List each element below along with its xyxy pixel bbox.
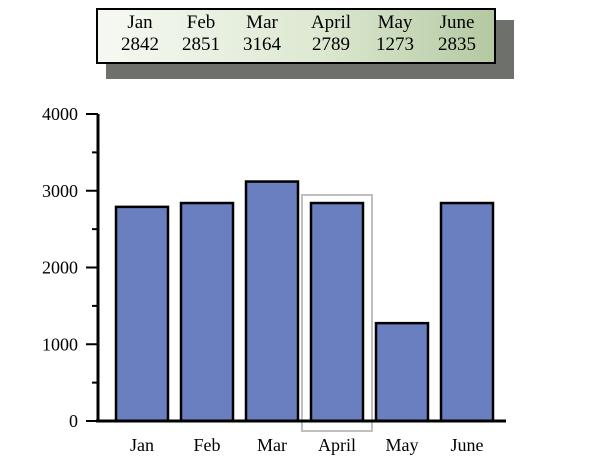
table-value: 2842 — [121, 34, 159, 55]
bar-feb — [179, 201, 235, 423]
table-value: 2851 — [182, 34, 220, 55]
table-month: Feb — [186, 12, 216, 33]
table-col-may: May 1273 — [373, 12, 417, 56]
table-col-mar: Mar 3164 — [240, 12, 284, 56]
x-tick-label: June — [451, 435, 484, 455]
y-tick-label: 3000 — [42, 181, 78, 201]
table-col-june: June 2835 — [432, 12, 482, 56]
x-tick-label: April — [318, 435, 356, 455]
table-month: June — [439, 12, 475, 33]
table-month: April — [310, 12, 352, 33]
bar-april — [309, 201, 365, 423]
table-month: Mar — [246, 12, 278, 33]
selection-highlight-box — [301, 194, 373, 432]
table-col-jan: Jan 2842 — [118, 12, 162, 56]
x-tick-label: Jan — [130, 435, 154, 455]
table-value: 2789 — [312, 34, 350, 55]
data-table: Jan 2842 Feb 2851 Mar 3164 April 2789 Ma… — [96, 8, 496, 64]
x-tick-label: Feb — [194, 435, 221, 455]
bar-may — [374, 321, 430, 423]
y-tick-label: 2000 — [42, 258, 78, 278]
bar-mar — [244, 180, 300, 423]
bar-june — [439, 201, 495, 423]
table-col-april: April 2789 — [306, 12, 356, 56]
y-tick-label: 4000 — [42, 104, 78, 124]
y-tick-label: 0 — [69, 411, 78, 431]
table-month: Jan — [127, 12, 153, 33]
table-month: May — [377, 12, 413, 33]
table-col-feb: Feb 2851 — [179, 12, 223, 56]
table-value: 3164 — [243, 34, 281, 55]
y-tick-label: 1000 — [42, 334, 78, 354]
x-tick-label: Mar — [257, 435, 287, 455]
x-tick-label: May — [386, 435, 419, 455]
bar-jan — [114, 205, 170, 423]
table-value: 1273 — [376, 34, 414, 55]
table-value: 2835 — [438, 34, 476, 55]
